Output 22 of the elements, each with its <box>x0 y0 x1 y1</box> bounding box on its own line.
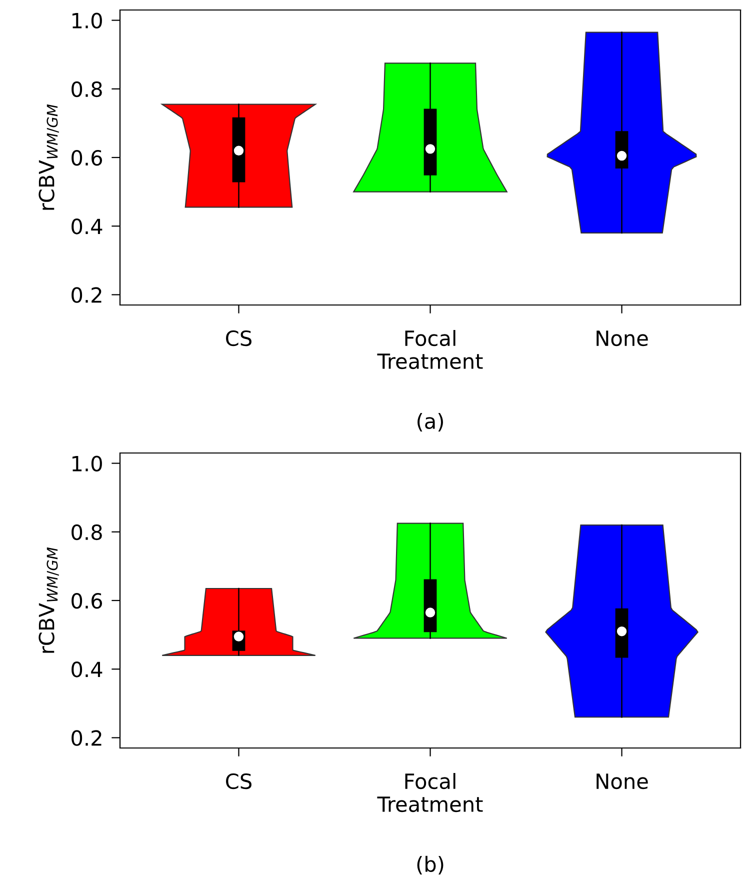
text: (a) <box>418 412 443 432</box>
y-tick-label: 1.0 <box>72 12 102 28</box>
x-axis-title: Treatment <box>377 796 483 812</box>
x-tick-label: Focal <box>405 773 456 790</box>
y-tick-label: 1.0 <box>72 456 102 472</box>
x-tick-label: None <box>596 774 648 790</box>
y-tick-label: 0.2 <box>72 287 102 303</box>
x-tick-label: CS <box>226 773 252 790</box>
y-tick-label: 0.4 <box>72 662 102 678</box>
x-tick-label: None <box>596 330 648 346</box>
x-axis-title: Treatment <box>377 354 483 370</box>
x-tick-label: Focal <box>405 330 456 346</box>
y-tick-label: 0.8 <box>72 524 102 540</box>
y-tick-label: 0.2 <box>72 730 102 746</box>
y-tick-label: 0.4 <box>72 218 102 234</box>
y-tick-label: 0.6 <box>72 150 102 166</box>
y-axis-title: rCBV$_{WM/GM}$ <box>38 547 59 653</box>
text: (b) <box>417 856 444 874</box>
y-tick-label: 0.6 <box>72 592 102 609</box>
y-tick-label: 0.8 <box>72 81 102 98</box>
x-tick-label: CS <box>226 330 252 346</box>
y-axis-title: rCBV$_{WM/GM}$ <box>38 104 59 210</box>
